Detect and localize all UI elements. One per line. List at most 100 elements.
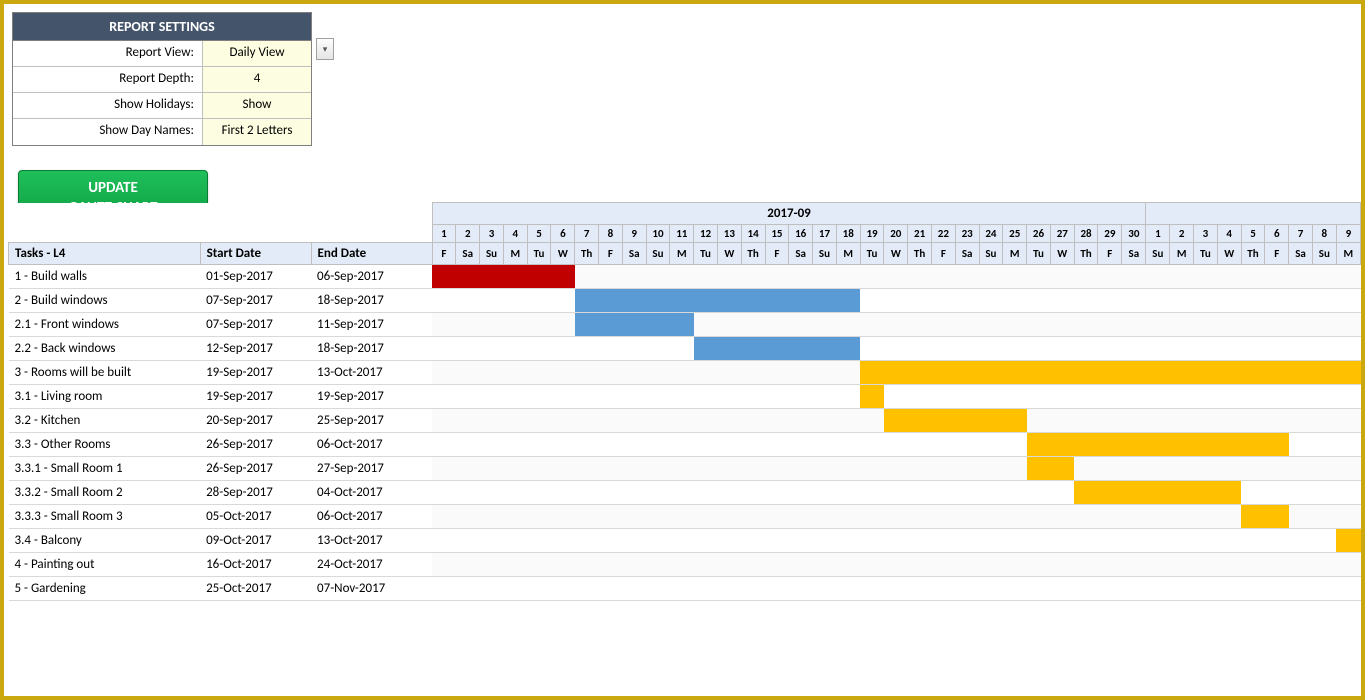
gantt-cell[interactable] [860, 481, 884, 505]
gantt-cell[interactable] [765, 481, 789, 505]
gantt-cell[interactable] [670, 265, 694, 289]
gantt-bar-segment[interactable] [1122, 361, 1146, 385]
gantt-cell[interactable] [717, 409, 741, 433]
gantt-cell[interactable] [1122, 265, 1146, 289]
gantt-bar-segment[interactable] [1074, 433, 1098, 457]
gantt-cell[interactable] [1098, 409, 1122, 433]
gantt-cell[interactable] [456, 481, 480, 505]
gantt-cell[interactable] [979, 313, 1003, 337]
gantt-cell[interactable] [551, 361, 575, 385]
gantt-cell[interactable] [1312, 289, 1336, 313]
gantt-bar-segment[interactable] [1074, 361, 1098, 385]
gantt-cell[interactable] [480, 409, 504, 433]
col-header-start[interactable]: Start Date [200, 243, 311, 265]
gantt-bar-segment[interactable] [1098, 481, 1122, 505]
gantt-cell[interactable] [432, 313, 456, 337]
gantt-cell[interactable] [527, 529, 551, 553]
gantt-bar-segment[interactable] [551, 265, 575, 289]
gantt-cell[interactable] [1050, 409, 1074, 433]
gantt-cell[interactable] [1098, 577, 1122, 601]
gantt-cell[interactable] [551, 505, 575, 529]
gantt-cell[interactable] [955, 529, 979, 553]
task-end-cell[interactable]: 18-Sep-2017 [311, 289, 432, 313]
gantt-cell[interactable] [789, 409, 813, 433]
gantt-cell[interactable] [1146, 385, 1170, 409]
gantt-cell[interactable] [1241, 481, 1265, 505]
gantt-cell[interactable] [575, 337, 599, 361]
gantt-cell[interactable] [503, 505, 527, 529]
gantt-cell[interactable] [456, 529, 480, 553]
gantt-cell[interactable] [717, 265, 741, 289]
gantt-cell[interactable] [575, 529, 599, 553]
gantt-bar-segment[interactable] [884, 361, 908, 385]
gantt-cell[interactable] [575, 505, 599, 529]
gantt-bar-segment[interactable] [1194, 433, 1218, 457]
gantt-bar-segment[interactable] [717, 337, 741, 361]
gantt-cell[interactable] [622, 577, 646, 601]
gantt-cell[interactable] [551, 577, 575, 601]
gantt-cell[interactable] [1170, 457, 1194, 481]
gantt-cell[interactable] [622, 337, 646, 361]
gantt-cell[interactable] [527, 481, 551, 505]
gantt-cell[interactable] [1194, 385, 1218, 409]
gantt-cell[interactable] [1194, 265, 1218, 289]
gantt-cell[interactable] [599, 457, 623, 481]
gantt-bar-segment[interactable] [1217, 361, 1241, 385]
gantt-cell[interactable] [1241, 409, 1265, 433]
gantt-bar-segment[interactable] [1289, 361, 1313, 385]
gantt-cell[interactable] [955, 433, 979, 457]
task-name-cell[interactable]: 3.2 - Kitchen [9, 409, 201, 433]
gantt-cell[interactable] [931, 433, 955, 457]
gantt-bar-segment[interactable] [1241, 361, 1265, 385]
task-name-cell[interactable]: 2.1 - Front windows [9, 313, 201, 337]
gantt-cell[interactable] [836, 577, 860, 601]
gantt-cell[interactable] [1146, 529, 1170, 553]
gantt-cell[interactable] [1217, 505, 1241, 529]
gantt-cell[interactable] [1003, 577, 1027, 601]
gantt-cell[interactable] [765, 385, 789, 409]
gantt-bar-segment[interactable] [1050, 433, 1074, 457]
gantt-cell[interactable] [1336, 433, 1360, 457]
gantt-cell[interactable] [741, 577, 765, 601]
gantt-cell[interactable] [1289, 409, 1313, 433]
gantt-cell[interactable] [1170, 313, 1194, 337]
gantt-cell[interactable] [789, 577, 813, 601]
gantt-cell[interactable] [432, 577, 456, 601]
gantt-cell[interactable] [480, 481, 504, 505]
gantt-cell[interactable] [789, 433, 813, 457]
gantt-cell[interactable] [765, 409, 789, 433]
gantt-cell[interactable] [765, 529, 789, 553]
task-row[interactable]: 3.3.3 - Small Room 305-Oct-201706-Oct-20… [9, 505, 1361, 529]
gantt-cell[interactable] [1170, 337, 1194, 361]
gantt-cell[interactable] [884, 481, 908, 505]
gantt-bar-segment[interactable] [1003, 361, 1027, 385]
gantt-cell[interactable] [789, 361, 813, 385]
gantt-cell[interactable] [1312, 457, 1336, 481]
gantt-cell[interactable] [884, 337, 908, 361]
gantt-bar-segment[interactable] [622, 313, 646, 337]
gantt-cell[interactable] [1336, 505, 1360, 529]
gantt-bar-segment[interactable] [1170, 361, 1194, 385]
gantt-bar-segment[interactable] [884, 409, 908, 433]
gantt-cell[interactable] [432, 361, 456, 385]
gantt-cell[interactable] [503, 361, 527, 385]
gantt-cell[interactable] [622, 457, 646, 481]
gantt-cell[interactable] [717, 553, 741, 577]
gantt-cell[interactable] [1194, 577, 1218, 601]
gantt-cell[interactable] [1146, 337, 1170, 361]
gantt-cell[interactable] [432, 433, 456, 457]
gantt-bar-segment[interactable] [1122, 481, 1146, 505]
gantt-cell[interactable] [884, 265, 908, 289]
gantt-bar-segment[interactable] [1146, 481, 1170, 505]
gantt-cell[interactable] [1003, 385, 1027, 409]
gantt-cell[interactable] [432, 409, 456, 433]
gantt-cell[interactable] [884, 433, 908, 457]
gantt-cell[interactable] [955, 553, 979, 577]
gantt-cell[interactable] [1312, 433, 1336, 457]
gantt-cell[interactable] [1003, 289, 1027, 313]
gantt-bar-segment[interactable] [1217, 433, 1241, 457]
gantt-cell[interactable] [908, 505, 932, 529]
gantt-cell[interactable] [480, 577, 504, 601]
gantt-cell[interactable] [931, 313, 955, 337]
gantt-bar-segment[interactable] [456, 265, 480, 289]
